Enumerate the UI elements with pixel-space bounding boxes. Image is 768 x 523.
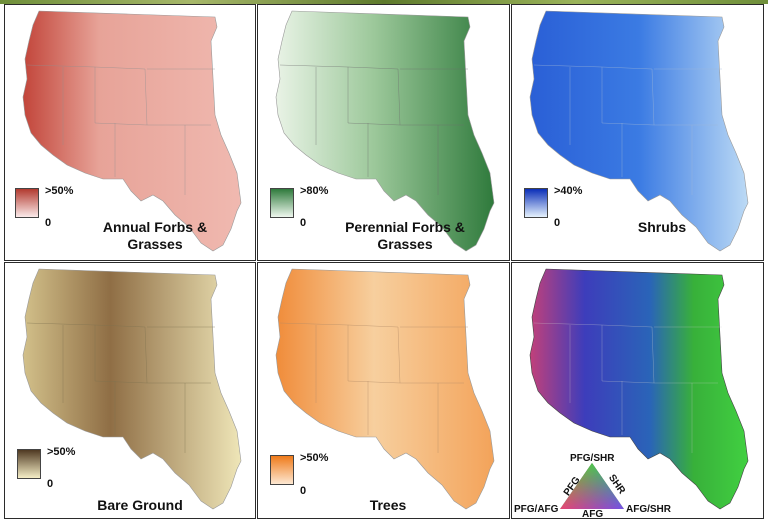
map-grid: >50% 0 Annual Forbs & Grasses >80% 0 Per…: [4, 4, 764, 519]
legend-max-afg: >50%: [45, 185, 74, 197]
ternary-label-left-corner: PFG/AFG: [514, 504, 559, 515]
legend-max-pfg: >80%: [300, 185, 329, 197]
state-lines: [279, 322, 468, 453]
state-lines: [26, 322, 215, 453]
legend-bar-afg: [15, 188, 39, 218]
title-line1: Annual Forbs &: [102, 219, 208, 235]
legend-min-afg: 0: [45, 217, 52, 229]
title-line2: Grasses: [377, 236, 433, 252]
panel-title-bare: Bare Ground: [65, 497, 215, 514]
state-lines: [26, 64, 215, 195]
title-line1: Shrubs: [637, 219, 687, 235]
map-annual-forbs-grasses: [22, 10, 242, 252]
west-us-outline: [22, 268, 242, 510]
legend-bar-trees: [270, 455, 294, 485]
state-lines: [533, 64, 722, 195]
panel-trees: >50% 0 Trees: [257, 262, 510, 519]
west-us-outline: [529, 10, 749, 252]
header-strip: [0, 0, 768, 4]
legend-bar-bare: [17, 449, 41, 479]
ternary-label-bottom: AFG: [582, 509, 604, 519]
map-rgb-composite: [529, 268, 749, 510]
panel-bare-ground: >50% 0 Bare Ground: [4, 262, 256, 519]
ternary-label-top: PFG/SHR: [570, 453, 615, 464]
legend-max-trees: >50%: [300, 452, 329, 464]
panel-annual-forbs-grasses: >50% 0 Annual Forbs & Grasses: [4, 4, 256, 261]
title-line1: Trees: [369, 497, 407, 513]
legend-max-shr: >40%: [554, 185, 583, 197]
legend-bar-shr: [524, 188, 548, 218]
panel-title-shr: Shrubs: [592, 219, 732, 236]
title-line1: Perennial Forbs &: [345, 219, 465, 235]
legend-min-bare: 0: [47, 478, 54, 490]
panel-perennial-forbs-grasses: >80% 0 Perennial Forbs & Grasses: [257, 4, 510, 261]
panel-shrubs: >40% 0 Shrubs: [511, 4, 764, 261]
panel-title-trees: Trees: [338, 497, 438, 514]
west-us-outline: [529, 268, 749, 510]
legend-min-pfg: 0: [300, 217, 307, 229]
state-lines: [533, 322, 722, 453]
legend-bar-pfg: [270, 188, 294, 218]
map-shrubs: [529, 10, 749, 252]
panel-title-pfg: Perennial Forbs & Grasses: [310, 219, 500, 253]
panel-title-afg: Annual Forbs & Grasses: [65, 219, 245, 253]
ternary-triangle: [560, 463, 624, 509]
legend-min-trees: 0: [300, 485, 307, 497]
panel-rgb-composite: PFG/SHR PFG SHR PFG/AFG AFG AFG/SHR: [511, 262, 764, 519]
legend-max-bare: >50%: [47, 446, 76, 458]
map-trees: [275, 268, 495, 510]
west-us-outline: [275, 10, 495, 252]
west-us-outline: [275, 268, 495, 510]
legend-min-shr: 0: [554, 217, 561, 229]
title-line2: Grasses: [127, 236, 183, 252]
map-perennial-forbs-grasses: [275, 10, 495, 252]
map-bare-ground: [22, 268, 242, 510]
west-us-outline: [22, 10, 242, 252]
ternary-label-right-corner: AFG/SHR: [626, 504, 671, 515]
state-lines: [279, 64, 468, 195]
title-line1: Bare Ground: [97, 497, 183, 513]
